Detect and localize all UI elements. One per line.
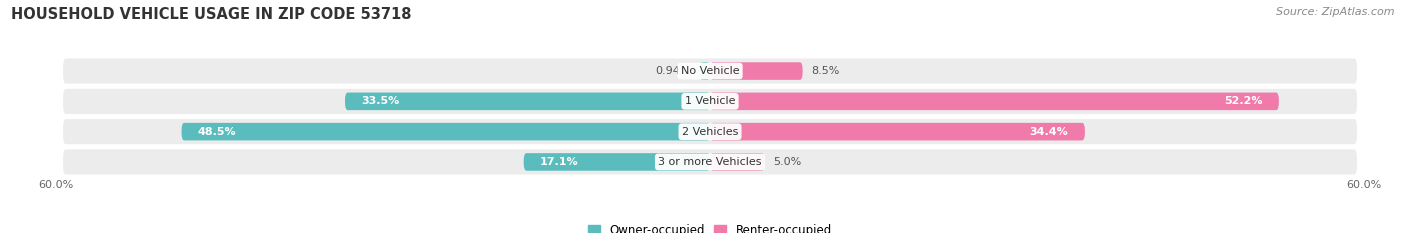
Legend: Owner-occupied, Renter-occupied: Owner-occupied, Renter-occupied: [583, 219, 837, 233]
FancyBboxPatch shape: [710, 153, 765, 171]
Text: 2 Vehicles: 2 Vehicles: [682, 127, 738, 137]
FancyBboxPatch shape: [344, 93, 710, 110]
FancyBboxPatch shape: [181, 123, 710, 140]
Text: Source: ZipAtlas.com: Source: ZipAtlas.com: [1277, 7, 1395, 17]
Text: 48.5%: 48.5%: [198, 127, 236, 137]
FancyBboxPatch shape: [710, 123, 1085, 140]
Text: 33.5%: 33.5%: [361, 96, 399, 106]
Text: 8.5%: 8.5%: [811, 66, 839, 76]
FancyBboxPatch shape: [710, 93, 1279, 110]
Text: No Vehicle: No Vehicle: [681, 66, 740, 76]
FancyBboxPatch shape: [62, 87, 1358, 115]
FancyBboxPatch shape: [523, 153, 710, 171]
FancyBboxPatch shape: [62, 118, 1358, 146]
FancyBboxPatch shape: [62, 57, 1358, 85]
Text: 17.1%: 17.1%: [540, 157, 579, 167]
Text: 0.94%: 0.94%: [655, 66, 692, 76]
Text: 52.2%: 52.2%: [1225, 96, 1263, 106]
Text: 1 Vehicle: 1 Vehicle: [685, 96, 735, 106]
FancyBboxPatch shape: [710, 62, 803, 80]
Text: 3 or more Vehicles: 3 or more Vehicles: [658, 157, 762, 167]
FancyBboxPatch shape: [62, 148, 1358, 176]
FancyBboxPatch shape: [700, 62, 710, 80]
Text: HOUSEHOLD VEHICLE USAGE IN ZIP CODE 53718: HOUSEHOLD VEHICLE USAGE IN ZIP CODE 5371…: [11, 7, 412, 22]
Text: 34.4%: 34.4%: [1029, 127, 1069, 137]
Text: 5.0%: 5.0%: [773, 157, 801, 167]
